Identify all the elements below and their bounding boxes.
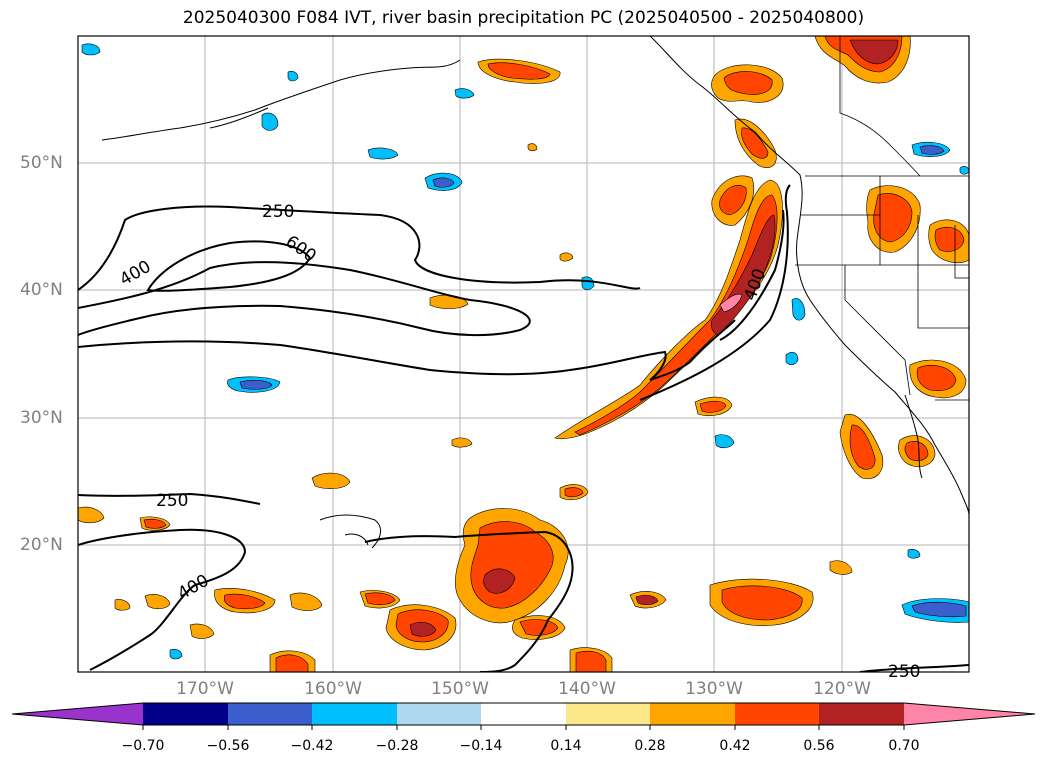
colorbar-segment	[566, 703, 650, 725]
colorbar-tick-label: −0.42	[290, 738, 334, 754]
colorbar-tick-label: 0.28	[634, 738, 666, 754]
map-plot-area	[78, 36, 969, 672]
lon-label: 120°W	[813, 679, 871, 699]
positive-anomaly-patches	[78, 36, 969, 672]
lon-label: 170°W	[176, 679, 234, 699]
lon-label: 140°W	[558, 679, 616, 699]
colorbar-extend-low	[12, 703, 143, 725]
map-frame	[77, 35, 970, 673]
contour-label: 250	[262, 202, 294, 222]
colorbar-tick-label: 0.42	[719, 738, 751, 754]
coastlines	[101, 36, 969, 549]
colorbar-segment	[228, 703, 312, 725]
lon-label: 160°W	[304, 679, 362, 699]
lon-label: 150°W	[431, 679, 489, 699]
colorbar-tick-label: −0.70	[121, 738, 165, 754]
negative-anomaly-patches	[81, 43, 969, 660]
colorbar-segment	[397, 703, 481, 725]
colorbar-tick-label: 0.14	[550, 738, 582, 754]
colorbar-segment	[735, 703, 819, 725]
state-borders	[795, 36, 969, 401]
ivt-contours	[78, 184, 969, 672]
lon-label: 130°W	[685, 679, 743, 699]
colorbar-segment	[819, 703, 904, 725]
colorbar-segment	[650, 703, 735, 725]
lat-label: 40°N	[20, 280, 63, 300]
colorbar-tick-label: −0.28	[375, 738, 419, 754]
colorbar-segment	[312, 703, 397, 725]
colorbar-segment	[481, 703, 566, 725]
colorbar-extend-high	[904, 703, 1035, 725]
colorbar-tick-label: −0.56	[206, 738, 250, 754]
colorbar-tick-label: 0.56	[803, 738, 835, 754]
colorbar	[11, 702, 1036, 730]
contour-label: 250	[156, 491, 188, 511]
colorbar-tick-label: 0.70	[888, 738, 920, 754]
lat-label: 30°N	[20, 408, 63, 428]
lat-label: 50°N	[20, 153, 63, 173]
colorbar-segment	[143, 703, 228, 725]
map-title: 2025040300 F084 IVT, river basin precipi…	[182, 8, 865, 28]
colorbar-tick-label: −0.14	[459, 738, 503, 754]
lat-label: 20°N	[20, 535, 63, 555]
